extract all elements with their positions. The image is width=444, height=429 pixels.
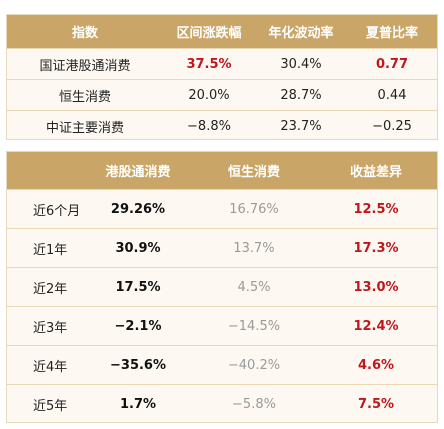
table-row: 国证港股通消费 37.5% 30.4% 0.77 — [7, 48, 437, 79]
hang-seng-value: 13.7% — [233, 240, 275, 256]
sharpe-value: 0.77 — [375, 56, 409, 72]
period-label: 近2年 — [33, 281, 68, 297]
header-hang-seng: 恒生消费 — [227, 165, 280, 180]
table-row: 近1年 30.9% 13.7% 17.3% — [7, 228, 437, 267]
hk-connect-value: 1.7% — [119, 396, 157, 412]
period-label: 近5年 — [33, 398, 68, 414]
period-label: 近6个月 — [33, 203, 81, 219]
hk-connect-value: 17.5% — [115, 279, 161, 295]
header-volatility: 年化波动率 — [268, 26, 334, 41]
change-value: 20.0% — [188, 87, 230, 103]
diff-value: 13.0% — [353, 279, 399, 295]
table-header: 港股通消费 恒生消费 收益差异 — [7, 152, 437, 189]
hang-seng-value: −14.5% — [227, 318, 281, 334]
table-row: 中证主要消费 −8.8% 23.7% −0.25 — [7, 110, 437, 141]
header-change: 区间涨跌幅 — [176, 26, 242, 41]
diff-value: 12.5% — [353, 201, 399, 217]
period-label: 近4年 — [33, 359, 68, 375]
index-name: 恒生消费 — [58, 89, 111, 105]
hang-seng-value: −5.8% — [232, 396, 276, 412]
hk-connect-value: −2.1% — [114, 318, 162, 334]
hang-seng-value: −40.2% — [227, 357, 281, 373]
index-name: 国证港股通消费 — [39, 58, 131, 74]
table-row: 近3年 −2.1% −14.5% 12.4% — [7, 306, 437, 345]
period-label: 近1年 — [33, 242, 68, 258]
hk-connect-value: −35.6% — [110, 357, 166, 373]
header-sharpe: 夏普比率 — [365, 26, 418, 41]
change-value: −8.8% — [187, 118, 231, 134]
volatility-value: 23.7% — [280, 118, 322, 134]
diff-value: 7.5% — [357, 396, 395, 412]
table-row: 近4年 −35.6% −40.2% 4.6% — [7, 345, 437, 384]
change-value: 37.5% — [186, 56, 232, 72]
sharpe-value: −0.25 — [372, 118, 412, 134]
hang-seng-value: 4.5% — [237, 279, 271, 295]
diff-value: 12.4% — [353, 318, 399, 334]
hang-seng-value: 16.76% — [229, 201, 279, 217]
period-label: 近3年 — [33, 320, 68, 336]
hk-connect-value: 30.9% — [115, 240, 161, 256]
table-row: 近2年 17.5% 4.5% 13.0% — [7, 267, 437, 306]
index-performance-table: 指数 区间涨跌幅 年化波动率 夏普比率 国证港股通消费 37.5% 30.4% … — [6, 14, 438, 140]
hk-connect-value: 29.26% — [110, 201, 166, 217]
table-row: 恒生消费 20.0% 28.7% 0.44 — [7, 79, 437, 110]
volatility-value: 30.4% — [280, 56, 322, 72]
diff-value: 4.6% — [357, 357, 395, 373]
header-hk-connect: 港股通消费 — [105, 165, 171, 180]
return-comparison-table: 港股通消费 恒生消费 收益差异 近6个月 29.26% 16.76% 12.5%… — [6, 151, 438, 423]
diff-value: 17.3% — [353, 240, 399, 256]
sharpe-value: 0.44 — [377, 87, 407, 103]
volatility-value: 28.7% — [280, 87, 322, 103]
table-row: 近5年 1.7% −5.8% 7.5% — [7, 384, 437, 423]
header-index: 指数 — [71, 26, 98, 41]
table-header: 指数 区间涨跌幅 年化波动率 夏普比率 — [7, 15, 437, 48]
header-diff: 收益差异 — [349, 165, 402, 180]
index-name: 中证主要消费 — [45, 120, 124, 136]
table-row: 近6个月 29.26% 16.76% 12.5% — [7, 189, 437, 228]
